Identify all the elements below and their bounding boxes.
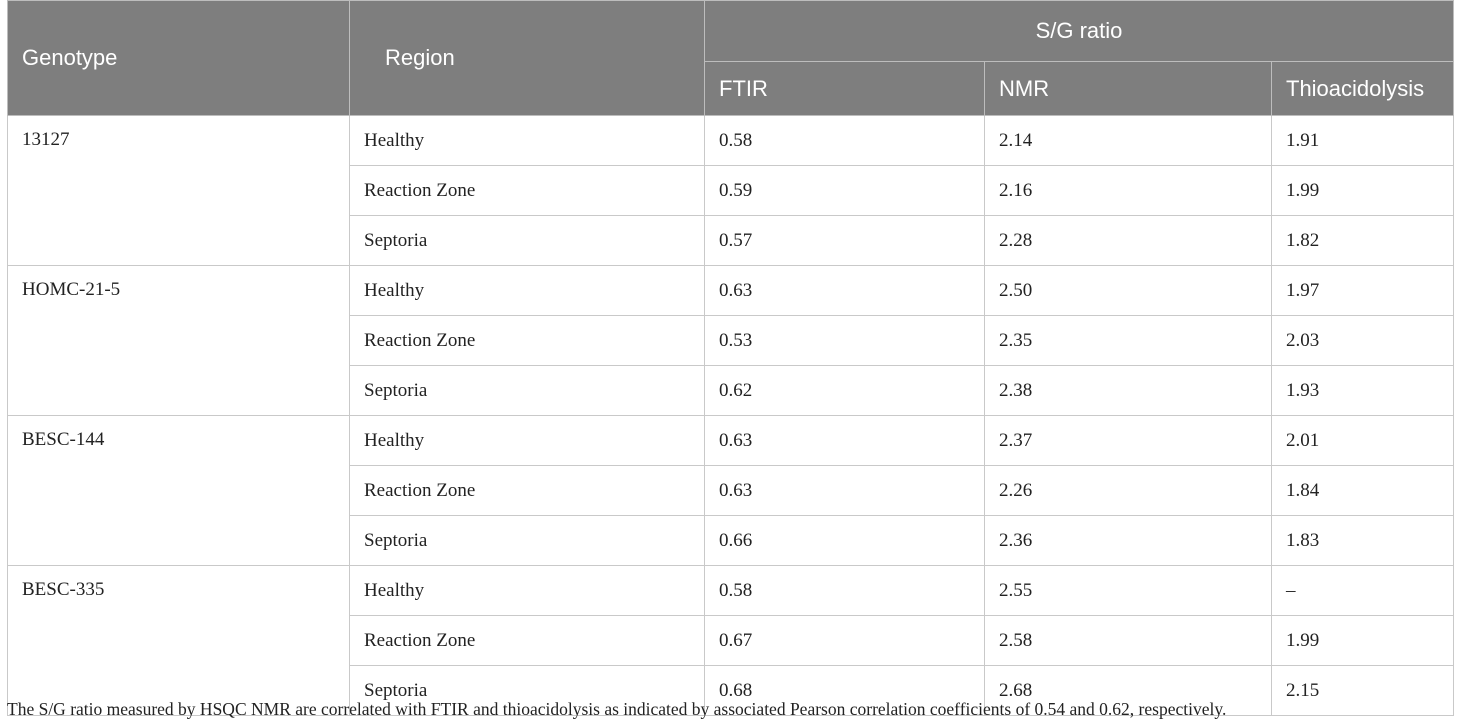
thio-cell: 1.84 bbox=[1271, 465, 1454, 516]
thio-cell: 1.91 bbox=[1271, 115, 1454, 166]
sg-ratio-table: Genotype Region S/G ratio FTIR NMR Thioa… bbox=[7, 0, 1454, 716]
region-cell: Healthy bbox=[349, 115, 705, 166]
table-row: Reaction Zone 0.67 2.58 1.99 bbox=[8, 615, 1454, 666]
region-cell: Healthy bbox=[349, 565, 705, 616]
header-ftir: FTIR bbox=[704, 61, 985, 116]
nmr-cell: 2.38 bbox=[984, 365, 1272, 416]
table-row: BESC-144 Healthy 0.63 2.37 2.01 bbox=[7, 415, 1454, 566]
nmr-cell: 2.36 bbox=[984, 515, 1272, 566]
genotype-cell: HOMC-21-5 bbox=[7, 265, 350, 416]
region-cell: Reaction Zone bbox=[349, 615, 705, 666]
nmr-cell: 2.37 bbox=[984, 415, 1272, 466]
table-row: HOMC-21-5 Healthy 0.63 2.50 1.97 bbox=[7, 265, 1454, 416]
thio-cell: 1.93 bbox=[1271, 365, 1454, 416]
ftir-cell: 0.68 bbox=[704, 665, 985, 716]
nmr-cell: 2.28 bbox=[984, 215, 1272, 266]
thio-cell: 1.99 bbox=[1271, 165, 1454, 216]
table-row: Septoria 0.68 2.68 2.15 bbox=[8, 665, 1454, 716]
nmr-cell: 2.68 bbox=[984, 665, 1272, 716]
header-sg-ratio: S/G ratio bbox=[704, 0, 1454, 62]
region-cell: Septoria bbox=[349, 365, 705, 416]
region-cell: Healthy bbox=[349, 265, 705, 316]
region-cell: Reaction Zone bbox=[349, 465, 705, 516]
thio-cell: 1.97 bbox=[1271, 265, 1454, 316]
table-row: Reaction Zone 0.59 2.16 1.99 bbox=[8, 165, 1454, 216]
region-cell: Healthy bbox=[349, 415, 705, 466]
table-footnote: The S/G ratio measured by HSQC NMR are c… bbox=[7, 699, 1227, 719]
header-genotype: Genotype bbox=[7, 0, 350, 116]
ftir-cell: 0.66 bbox=[704, 515, 985, 566]
ftir-cell: 0.67 bbox=[704, 615, 985, 666]
ftir-cell: 0.59 bbox=[704, 165, 985, 216]
genotype-cell: BESC-335 bbox=[7, 565, 350, 716]
table-row: Septoria 0.66 2.36 1.83 bbox=[8, 515, 1454, 566]
region-cell: Septoria bbox=[349, 515, 705, 566]
region-cell: Septoria bbox=[349, 665, 705, 716]
table-row: Reaction Zone 0.63 2.26 1.84 bbox=[8, 465, 1454, 516]
header-region: Region bbox=[349, 0, 705, 116]
nmr-cell: 2.26 bbox=[984, 465, 1272, 516]
table-container: Genotype Region S/G ratio FTIR NMR Thioa… bbox=[7, 0, 1454, 716]
region-cell: Reaction Zone bbox=[349, 165, 705, 216]
table-row: Reaction Zone 0.53 2.35 2.03 bbox=[8, 315, 1454, 366]
ftir-cell: 0.63 bbox=[704, 265, 985, 316]
table-row: Septoria 0.62 2.38 1.93 bbox=[8, 365, 1454, 416]
table-row: 13127 Healthy 0.58 2.14 1.91 bbox=[7, 115, 1454, 266]
thio-cell: 1.82 bbox=[1271, 215, 1454, 266]
thio-cell: 1.99 bbox=[1271, 615, 1454, 666]
table-row: BESC-335 Healthy 0.58 2.55 – bbox=[7, 565, 1454, 716]
genotype-cell: 13127 bbox=[7, 115, 350, 266]
thio-cell: – bbox=[1271, 565, 1454, 616]
thio-cell: 2.01 bbox=[1271, 415, 1454, 466]
header-thioacidolysis: Thioacidolysis bbox=[1271, 61, 1454, 116]
region-cell: Reaction Zone bbox=[349, 315, 705, 366]
nmr-cell: 2.14 bbox=[984, 115, 1272, 166]
ftir-cell: 0.63 bbox=[704, 465, 985, 516]
ftir-cell: 0.63 bbox=[704, 415, 985, 466]
ftir-cell: 0.57 bbox=[704, 215, 985, 266]
genotype-cell: BESC-144 bbox=[7, 415, 350, 566]
header-nmr: NMR bbox=[984, 61, 1272, 116]
ftir-cell: 0.62 bbox=[704, 365, 985, 416]
nmr-cell: 2.16 bbox=[984, 165, 1272, 216]
nmr-cell: 2.50 bbox=[984, 265, 1272, 316]
ftir-cell: 0.58 bbox=[704, 565, 985, 616]
nmr-cell: 2.55 bbox=[984, 565, 1272, 616]
nmr-cell: 2.58 bbox=[984, 615, 1272, 666]
table-row: Septoria 0.57 2.28 1.82 bbox=[8, 215, 1454, 266]
thio-cell: 2.03 bbox=[1271, 315, 1454, 366]
thio-cell: 2.15 bbox=[1271, 665, 1454, 716]
region-cell: Septoria bbox=[349, 215, 705, 266]
ftir-cell: 0.58 bbox=[704, 115, 985, 166]
nmr-cell: 2.35 bbox=[984, 315, 1272, 366]
ftir-cell: 0.53 bbox=[704, 315, 985, 366]
table-header: Genotype Region S/G ratio FTIR NMR Thioa… bbox=[7, 0, 1454, 116]
table-body: 13127 Healthy 0.58 2.14 1.91 Reaction Zo… bbox=[7, 115, 1454, 716]
thio-cell: 1.83 bbox=[1271, 515, 1454, 566]
